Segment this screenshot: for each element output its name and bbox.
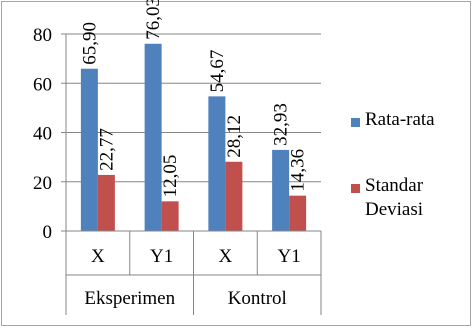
x-group-label: Kontrol [228,288,287,309]
x-category-label: Y1 [278,246,301,267]
y-tick-label: 40 [33,124,52,145]
bar-rata-rata [80,68,98,231]
legend-label-rata-rata: Rata-rata [365,109,435,130]
bar-rata-rata [144,43,162,232]
y-tick-label: 60 [33,74,52,95]
data-label: 14,36 [288,149,309,192]
y-tick-label: 20 [33,173,52,194]
y-tick-label: 0 [43,222,53,243]
data-label: 22,77 [96,128,117,171]
data-label: 28,12 [224,115,245,158]
x-category-label: X [219,246,233,267]
bar-standar-deviasi [161,201,179,231]
data-label: 12,05 [160,155,181,198]
bar-standar-deviasi [225,161,243,231]
x-category-label: Y1 [150,246,173,267]
legend-swatch-standar-deviasi [351,184,360,193]
x-group-label: Eksperimen [84,288,175,309]
bar-standar-deviasi [289,195,307,231]
bar-rata-rata [208,96,226,231]
bar-standar-deviasi [97,174,115,231]
data-label: 32,93 [271,103,292,146]
axes: 0 20 40 60 80 X Y1 X Y1 Eksperimen Kontrol [33,25,322,315]
bars [80,43,307,232]
data-label: 76,03 [143,0,164,40]
legend-swatch-rata-rata [351,118,360,127]
bar-rata-rata [272,149,290,231]
y-tick-label: 80 [33,25,52,46]
x-category-label: X [91,246,105,267]
data-label: 54,67 [207,50,228,93]
legend-label-standar-deviasi-line2: Deviasi [365,199,424,220]
data-label: 65,90 [79,22,100,65]
legend-label-standar-deviasi-line1: Standar [365,175,424,196]
data-labels: 65,90 76,03 54,67 32,93 22,77 12,05 28,12 14,36 [79,0,308,197]
